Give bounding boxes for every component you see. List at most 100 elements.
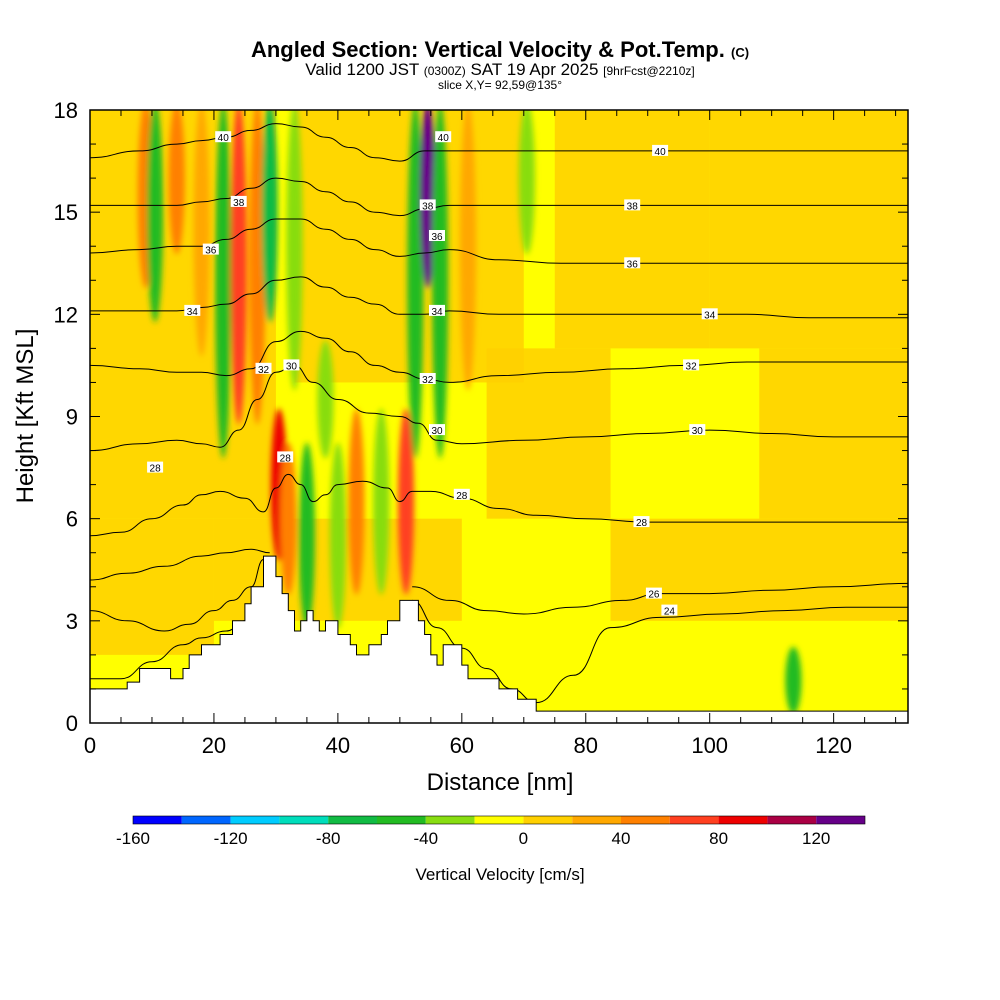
isentrope-label-box	[429, 424, 445, 436]
colorbar-tick-label: 40	[612, 829, 631, 848]
isentrope-label: 30	[283, 359, 300, 372]
isentrope-label-box	[435, 131, 452, 143]
velocity-plume	[280, 442, 297, 595]
isentrope-label: 28	[277, 451, 294, 464]
colorbar-swatch	[474, 816, 524, 824]
isentrope-label-text: 30	[431, 426, 443, 437]
velocity-plume	[419, 110, 436, 289]
isentrope-label: 34	[429, 304, 445, 318]
isentrope-label-text: 32	[686, 361, 698, 372]
velocity-plume	[518, 110, 535, 255]
isentrope-label-text: 38	[233, 198, 245, 209]
x-axis: 0 20 40 60 80 100 120	[84, 110, 897, 758]
isentrope-label: 40	[652, 144, 669, 158]
isentrope-label-box	[202, 243, 219, 255]
velocity-plume	[397, 408, 415, 595]
velocity-patch	[709, 110, 908, 349]
isentrope-label-text: 28	[280, 453, 292, 464]
isentrope-label-box	[184, 304, 201, 316]
velocity-patch	[554, 110, 710, 349]
x-tick-label: 80	[574, 733, 598, 758]
colorbar-swatch	[572, 816, 621, 824]
y-tick-label: 18	[54, 98, 78, 123]
isentrope-label-text: 40	[655, 147, 667, 158]
isentrope-label-box	[147, 461, 164, 473]
isentrope-label: 40	[215, 131, 232, 144]
velocity-plume	[147, 110, 164, 323]
velocity-plume	[261, 110, 278, 323]
isentrope-label-box	[624, 199, 641, 211]
isentrope-label-text: 34	[704, 310, 716, 321]
isentrope-label-text: 28	[456, 491, 468, 502]
isentrope-label-box	[277, 451, 294, 463]
isentrope-label: 36	[202, 243, 219, 257]
isentrope-label-text: 30	[692, 426, 704, 437]
isentrope-label: 38	[230, 195, 247, 209]
isentrope-label: 40	[435, 131, 452, 144]
velocity-plume	[348, 408, 365, 595]
velocity-plume	[317, 340, 334, 459]
velocity-plume	[193, 110, 210, 357]
isentrope-label: 34	[184, 304, 201, 318]
colorbar-swatch	[621, 816, 670, 824]
velocity-plume	[407, 110, 424, 459]
isentrope-label: 28	[453, 488, 470, 502]
colorbar-tick-label: -40	[414, 829, 439, 848]
colorbar-tick-label: 120	[802, 829, 830, 848]
chart-title: Angled Section: Vertical Velocity & Pot.…	[251, 37, 749, 62]
isentrope-label-box	[689, 424, 706, 436]
isentrope-label-text: 26	[648, 590, 660, 601]
colorbar-swatch	[328, 816, 377, 824]
isentrope-label: 28	[633, 516, 650, 529]
isentrope-label: 38	[624, 199, 641, 212]
isentrope-label: 36	[429, 230, 445, 243]
isentrope-label: 32	[683, 359, 700, 372]
isentrope-label: 34	[701, 308, 718, 321]
isentrope-label-box	[283, 359, 300, 371]
x-tick-label: 120	[815, 733, 852, 758]
valid-line: Valid 1200 JST (0300Z) SAT 19 Apr 2025 […	[305, 60, 694, 79]
colorbar-swatch	[425, 816, 475, 824]
isentrope-label-box	[429, 230, 445, 241]
isentrope-40	[90, 123, 908, 162]
isentrope-label-box	[683, 359, 700, 371]
isentrope-label: 36	[624, 257, 641, 270]
colorbar-tick-label: 80	[709, 829, 728, 848]
colorbar-frame	[132, 815, 866, 825]
y-tick-label: 3	[66, 609, 78, 634]
colorbar-tick-label: -80	[316, 829, 341, 848]
slice-line: slice X,Y= 92,59@135°	[438, 78, 562, 92]
isentrope-label-box	[624, 257, 641, 269]
y-tick-label: 15	[54, 200, 78, 225]
velocity-plume	[459, 110, 477, 391]
colorbar-swatch	[669, 816, 719, 824]
colorbar-swatch	[133, 816, 182, 824]
isentrope-label: 28	[147, 461, 164, 475]
velocity-plume	[432, 110, 449, 459]
velocity-patch	[610, 518, 908, 621]
isentrope-label-text: 38	[422, 201, 434, 212]
colorbar-swatch	[230, 816, 280, 824]
isentrope-24	[90, 559, 264, 632]
colorbar-swatch	[377, 816, 426, 824]
isentrope-34	[90, 276, 908, 319]
isentrope-label-text: 30	[286, 361, 298, 372]
isentrope-label-text: 34	[431, 307, 443, 318]
plot-area: 40 38 36 34 32 30 28 28 40 38 36 34 32 30 28 40 38 36 34 32…	[90, 110, 908, 723]
y-axis-label: Height [Kft MSL]	[12, 329, 39, 504]
x-tick-label: 40	[326, 733, 350, 758]
isentrope-label: 30	[689, 424, 706, 437]
velocity-plume	[215, 110, 232, 459]
isentrope-label: 32	[419, 373, 436, 386]
colorbar-swatch	[767, 816, 817, 824]
isentrope-label-box	[419, 373, 436, 384]
isentrope-label: 30	[429, 424, 445, 437]
isentrope-label-box	[645, 587, 662, 599]
isentrope-label-box	[255, 362, 272, 374]
isentrope-label-text: 28	[636, 518, 648, 529]
colorbar-swatch	[523, 816, 573, 824]
y-tick-label: 0	[66, 711, 78, 736]
isentrope-32	[90, 330, 908, 383]
isentrope-label-box	[419, 199, 436, 211]
